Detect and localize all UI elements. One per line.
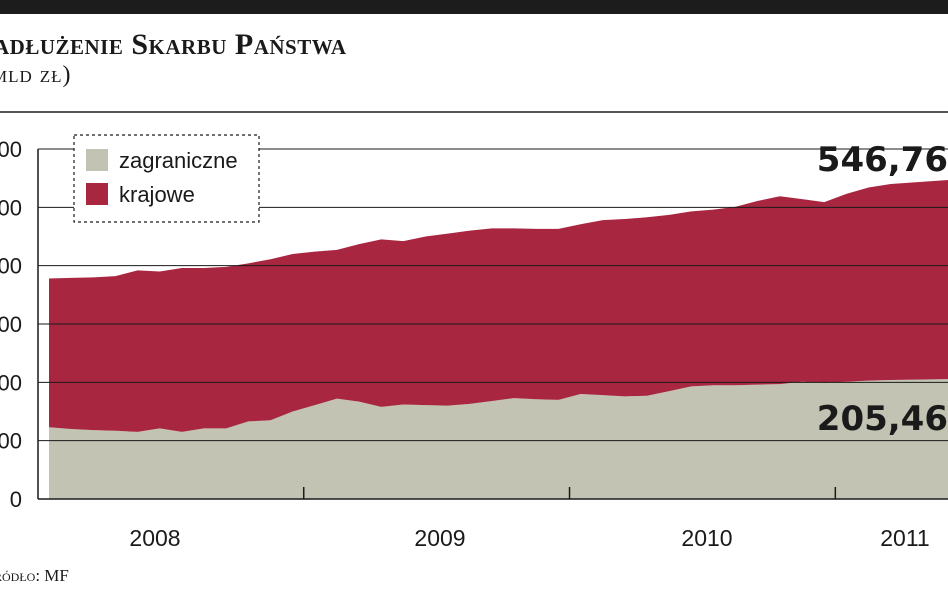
area-zagraniczne [49,379,948,499]
y-tick-label: 00 [0,195,22,220]
y-tick-label: 00 [0,254,22,279]
chart-title: adłużenie Skarbu Państwa [0,28,347,61]
y-tick-label: 0 [10,487,22,512]
source-note: ródło: MF [0,566,69,585]
x-tick-label: 2008 [129,525,180,551]
total-value-label: 546,76 [817,140,948,180]
area-krajowe [49,180,948,432]
header-rule [0,111,948,113]
x-tick-label: 2010 [681,525,732,551]
top-bar [0,0,948,14]
legend-swatch [86,183,108,205]
x-tick-label: 2009 [414,525,465,551]
foreign-value-label: 205,46 [817,399,948,439]
legend-swatch [86,149,108,171]
y-tick-label: 00 [0,370,22,395]
y-tick-label: 00 [0,137,22,162]
legend-box [73,134,260,223]
legend-label: zagraniczne [119,148,238,173]
x-tick-label: 2011 [880,525,929,551]
chart-subtitle: mld zł) [0,62,72,88]
legend-label: krajowe [119,182,195,207]
y-tick-label: 00 [0,312,22,337]
y-tick-label: 00 [0,429,22,454]
